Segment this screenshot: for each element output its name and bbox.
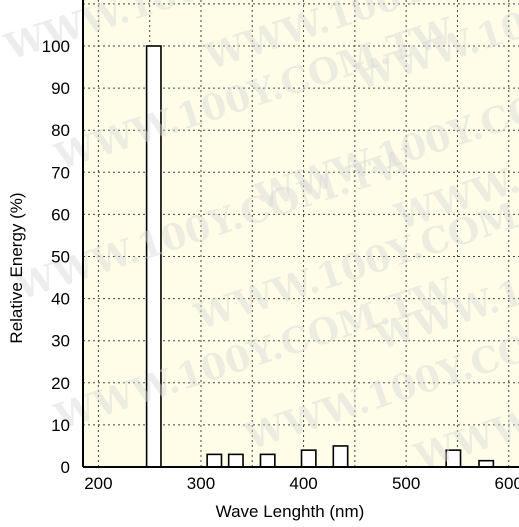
y-tick-label-30: 30 (51, 332, 70, 351)
tick-labels: 0 10 20 30 40 50 60 70 80 90 100 200 300 400 500 600 (42, 37, 519, 493)
y-axis-title: Relative Energy (%) (7, 192, 26, 343)
y-tick-label-20: 20 (51, 374, 70, 393)
y-tick-label-0: 0 (61, 458, 70, 477)
x-tick-label-500: 500 (392, 474, 420, 493)
y-tick-label-70: 70 (51, 163, 70, 182)
y-tick-label-40: 40 (51, 290, 70, 309)
bar-313nm (206, 453, 223, 468)
y-tick-label-100: 100 (42, 37, 70, 56)
y-tick-label-10: 10 (51, 416, 70, 435)
bar-365nm (259, 453, 276, 468)
x-tick-label-200: 200 (84, 474, 112, 493)
x-tick-label-600: 600 (495, 474, 519, 493)
y-tick-label-90: 90 (51, 79, 70, 98)
y-tick-label-60: 60 (51, 205, 70, 224)
bar-334nm (227, 453, 244, 468)
y-tick-label-50: 50 (51, 248, 70, 267)
bar-436nm (332, 445, 349, 468)
axes (82, 0, 519, 468)
bars (145, 45, 495, 468)
bar-405nm (300, 449, 317, 468)
x-tick-label-400: 400 (289, 474, 317, 493)
y-tick-label-80: 80 (51, 121, 70, 140)
x-axis-title: Wave Lenghth (nm) (216, 502, 365, 521)
x-tick-label-300: 300 (187, 474, 215, 493)
